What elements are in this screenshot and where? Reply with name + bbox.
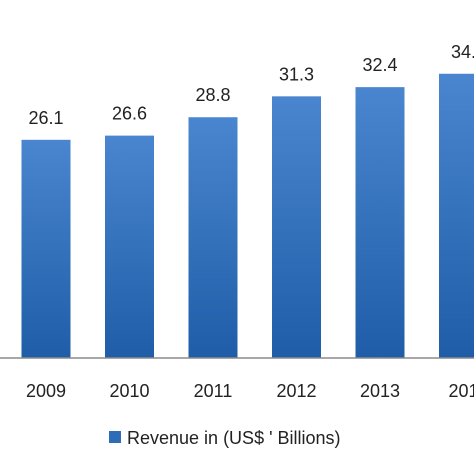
bar-2011 [188,117,238,359]
x-tick-label-2009: 2009 [26,381,66,401]
data-label-2009: 26.1 [28,108,63,128]
x-tick-label-2011: 2011 [194,381,233,401]
x-tick-labels-layer: 2009 2010 2011 2012 2013 201 [26,381,474,401]
bar-2009 [21,139,71,358]
bar-2012 [272,96,321,358]
data-label-2010: 26.6 [112,104,147,124]
data-label-2011: 28.8 [195,85,230,105]
x-tick-label-2013: 2013 [360,381,400,401]
legend-swatch [109,431,121,443]
bar-2013 [355,87,405,359]
data-label-2014: 34. [451,42,474,62]
x-tick-label-2012: 2012 [276,381,316,401]
data-label-2013: 32.4 [362,55,397,75]
legend: Revenue in (US$ ' Billions) [109,428,341,448]
legend-label: Revenue in (US$ ' Billions) [127,428,341,448]
bar-2010 [105,135,154,358]
bar-2014 [439,73,474,358]
x-tick-label-2010: 2010 [109,381,149,401]
x-tick-label-2014: 201 [448,381,474,401]
data-label-2012: 31.3 [279,64,314,84]
bars-layer [21,73,474,359]
data-labels-layer: 26.1 26.6 28.8 31.3 32.4 34. [28,42,474,128]
